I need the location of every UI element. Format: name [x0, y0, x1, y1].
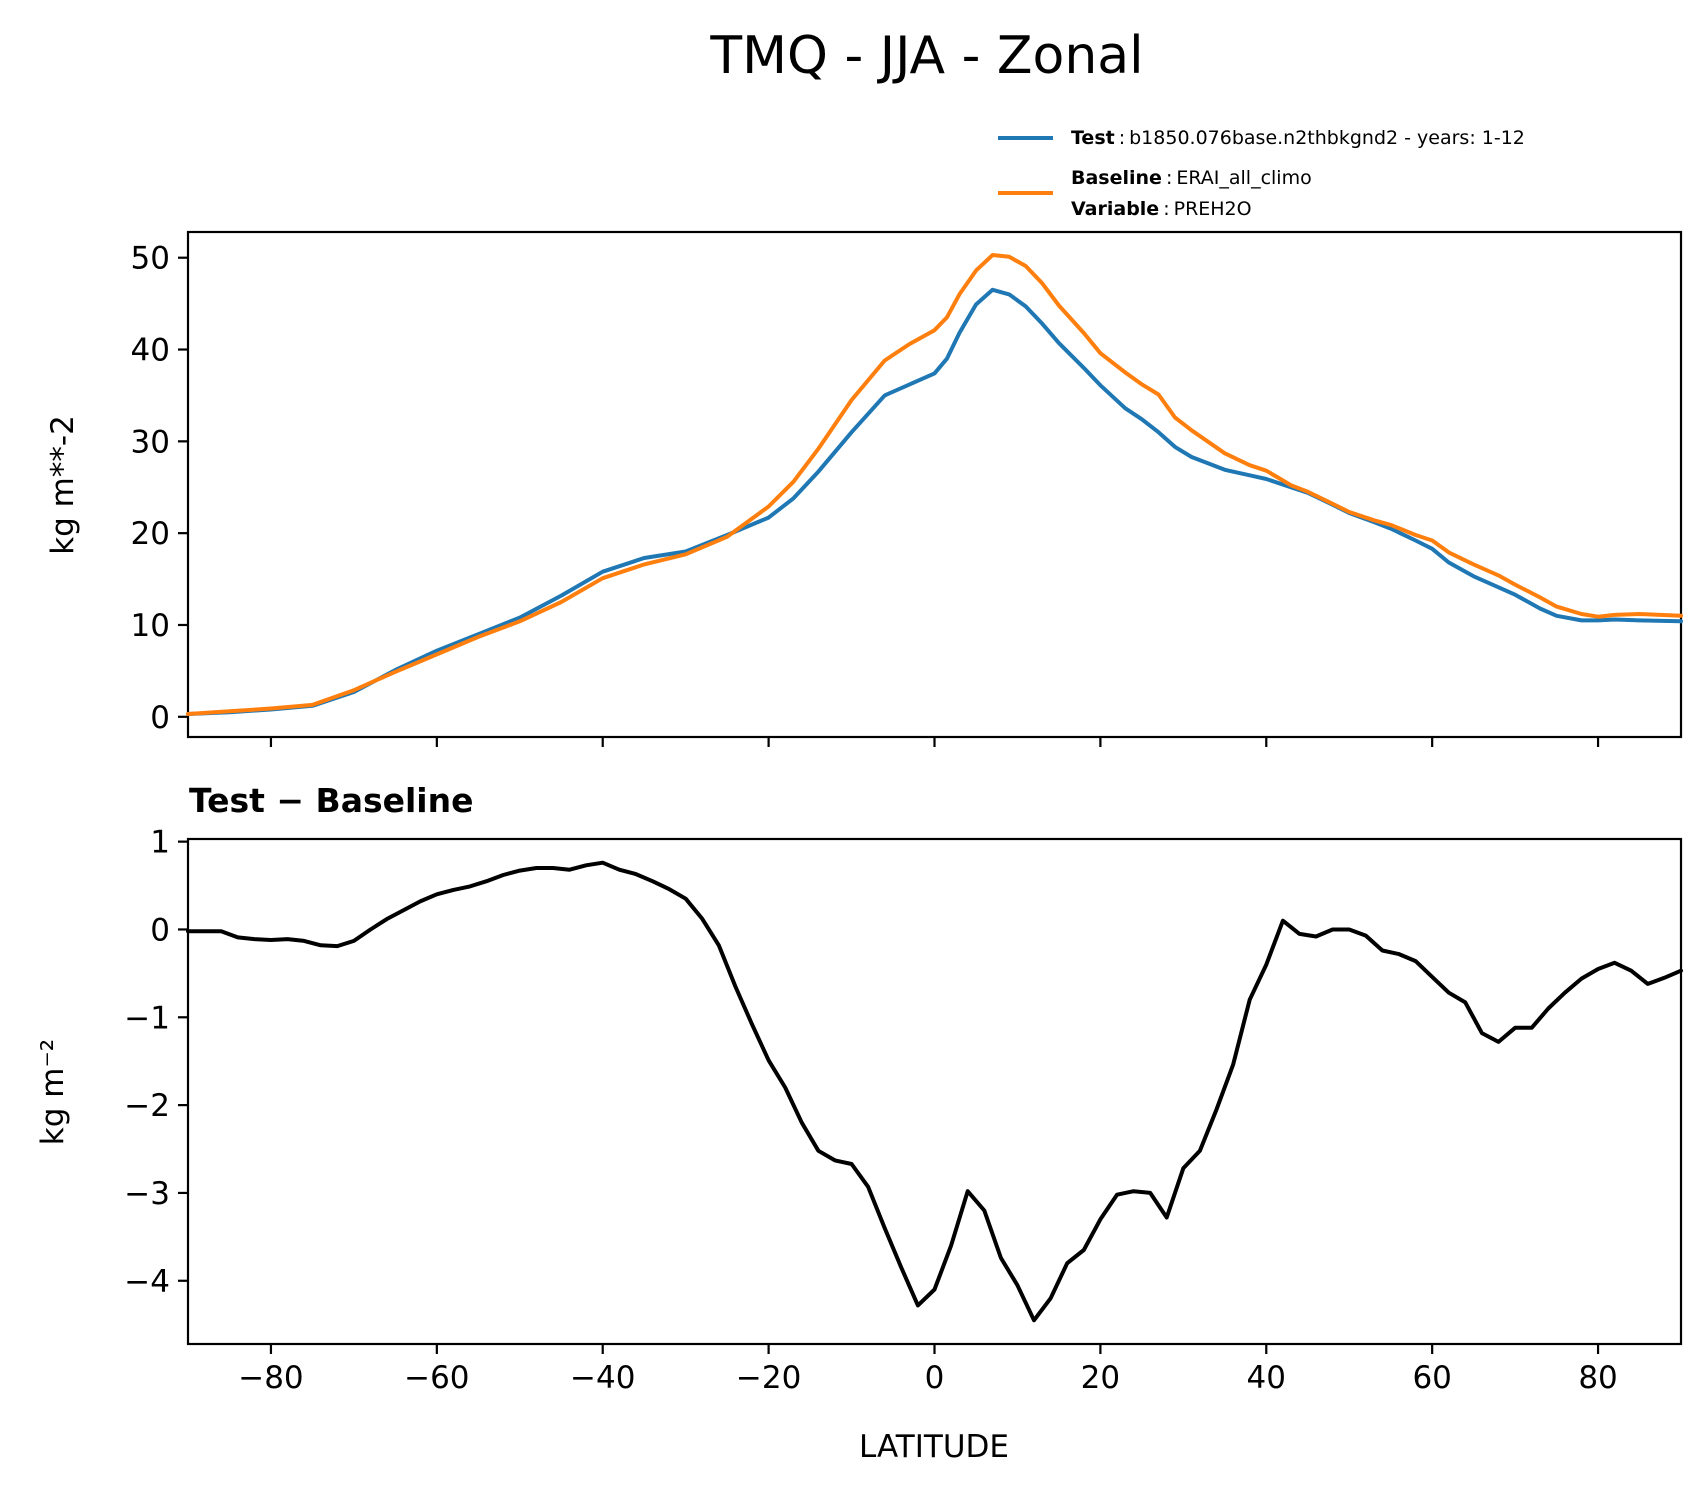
bottom-y-tick-label: 0 — [150, 912, 170, 948]
series-line-test-baseline — [186, 860, 1683, 1323]
bottom-x-tick-label: −80 — [238, 1360, 303, 1396]
top-y-tick-label: 40 — [131, 333, 170, 369]
bottom-x-tick-label: −20 — [736, 1360, 801, 1396]
top-series — [186, 253, 1683, 716]
top-y-axis-label: kg m**-2 — [45, 415, 81, 555]
bottom-panel: Test − Baseline −80 −60 −40 −20 0 20 40 60 80 1 0… — [35, 781, 1683, 1465]
bottom-x-tick-label: −60 — [404, 1360, 469, 1396]
bottom-y-tick-label: −4 — [124, 1264, 170, 1300]
top-y-tick-label: 50 — [131, 241, 170, 277]
bottom-x-tick-label: 60 — [1412, 1360, 1451, 1396]
bottom-y-axis-label: kg m⁻² — [35, 1039, 71, 1145]
top-y-tick-label: 0 — [150, 700, 170, 736]
bottom-panel-title: Test − Baseline — [189, 781, 474, 820]
top-x-ticks — [269, 737, 1600, 747]
legend: Test: b1850.076base.n2thbkgnd2 - years: 1… — [998, 127, 1525, 220]
top-y-tick-label: 20 — [131, 516, 170, 552]
top-y-tick-label: 10 — [131, 608, 170, 644]
bottom-x-ticks: −80 −60 −40 −20 0 20 40 60 80 — [238, 1344, 1618, 1396]
series-line-test — [186, 287, 1683, 716]
bottom-y-tick-label: −1 — [124, 1000, 170, 1036]
bottom-y-tick-label: −2 — [124, 1088, 170, 1124]
top-y-tick-label: 30 — [131, 424, 170, 460]
bottom-x-tick-label: 80 — [1578, 1360, 1617, 1396]
series-line-baseline — [186, 253, 1683, 716]
legend-entry-test: Test: b1850.076base.n2thbkgnd2 - years: 1… — [1071, 127, 1525, 149]
bottom-y-tick-label: 1 — [150, 825, 170, 861]
bottom-series — [186, 860, 1683, 1323]
bottom-y-ticks: 1 0 −1 −2 −3 −4 — [124, 825, 188, 1300]
bottom-y-tick-label: −3 — [124, 1176, 170, 1212]
bottom-x-tick-label: 0 — [925, 1360, 945, 1396]
legend-entry-baseline: Baseline: ERAI_all_climo — [1071, 167, 1312, 189]
top-y-ticks: 0 10 20 30 40 50 — [131, 241, 188, 736]
figure-title: TMQ - JJA - Zonal — [709, 26, 1143, 86]
bottom-x-tick-label: −40 — [570, 1360, 635, 1396]
legend-entry-variable: Variable: PREH2O — [1071, 198, 1252, 220]
bottom-x-tick-label: 20 — [1081, 1360, 1120, 1396]
bottom-panel-frame — [186, 837, 1683, 1346]
x-axis-label: LATITUDE — [859, 1429, 1009, 1465]
bottom-x-tick-label: 40 — [1247, 1360, 1286, 1396]
top-panel: 0 10 20 30 40 50 kg m**-2 — [45, 230, 1683, 747]
